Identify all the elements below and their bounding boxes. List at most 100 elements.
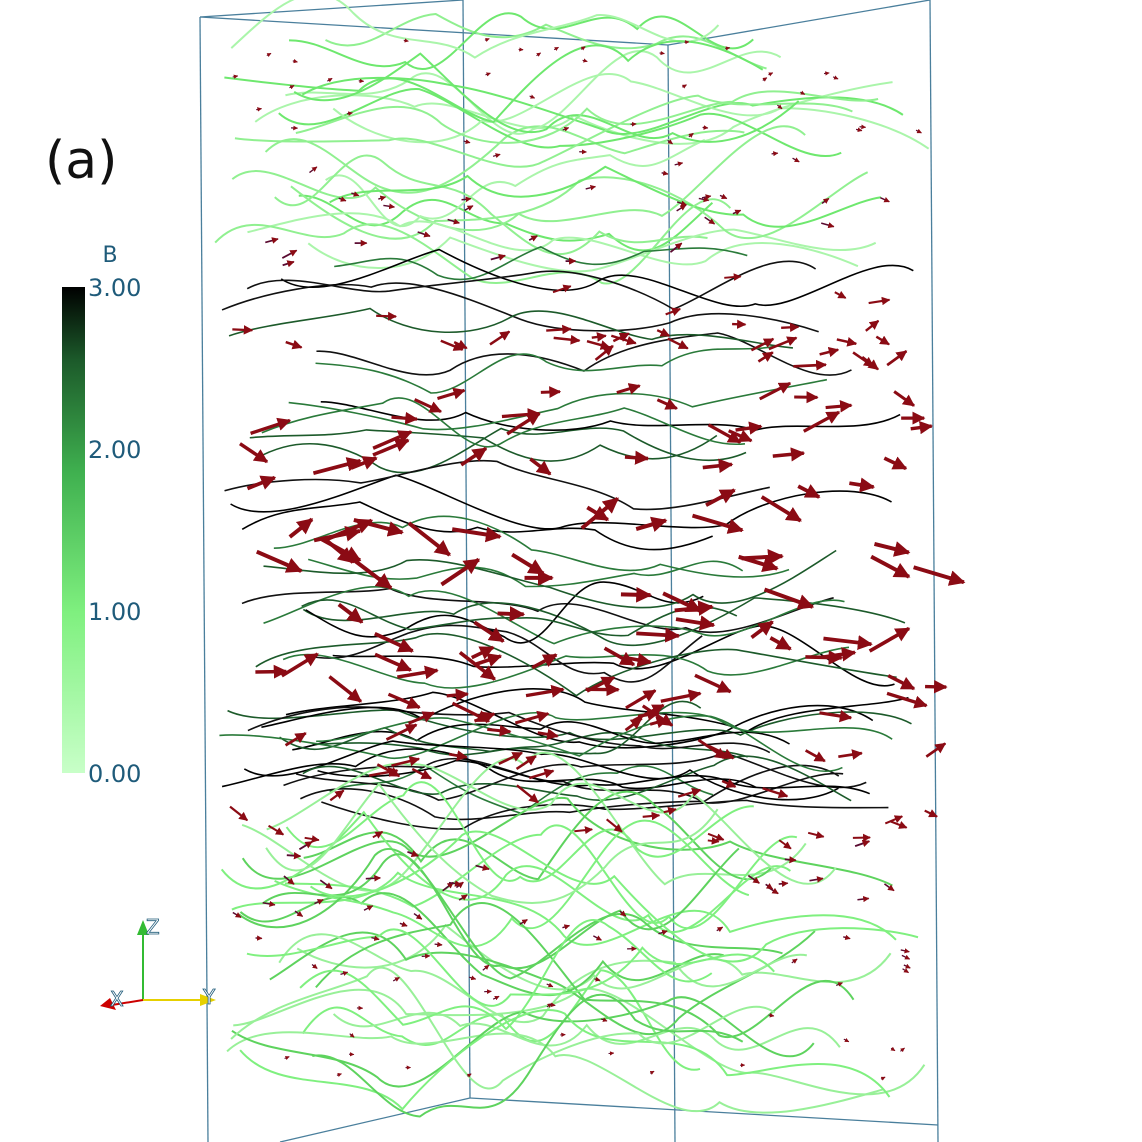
vector-arrow <box>915 128 922 134</box>
field-line <box>249 429 718 462</box>
vector-arrow <box>458 650 496 681</box>
vector-arrow <box>414 398 442 414</box>
vector-arrow <box>883 456 908 471</box>
vector-arrow <box>376 763 401 778</box>
vector-arrow <box>855 127 863 133</box>
vector-arrow <box>825 400 853 413</box>
vector-arrow <box>407 711 435 725</box>
vector-arrow <box>873 541 911 557</box>
vector-arrow <box>667 337 689 350</box>
vector-arrow <box>900 1047 905 1053</box>
vector-arrow <box>458 894 468 901</box>
vector-arrow <box>890 1046 896 1052</box>
vector-arrow <box>294 910 304 918</box>
vector-arrow <box>311 963 318 969</box>
vector-arrow <box>674 161 684 167</box>
vector-arrow <box>768 887 779 895</box>
field-line <box>231 871 897 946</box>
vector-arrow <box>677 787 702 798</box>
vector-arrow <box>823 635 873 651</box>
vector-arrow <box>440 557 481 587</box>
vector-arrow <box>374 652 413 672</box>
vector-arrow <box>304 835 320 843</box>
vector-arrow <box>562 924 571 930</box>
vector-arrow <box>768 336 798 351</box>
vector-arrow <box>313 525 362 543</box>
axes-triad: Z X Y <box>100 915 216 1011</box>
field-line <box>230 474 892 530</box>
colorbar-tick-label: 0.00 <box>88 760 141 788</box>
vector-arrow <box>383 203 395 210</box>
vector-arrow <box>925 742 947 758</box>
field-line <box>302 755 852 802</box>
field-line <box>329 165 882 228</box>
vector-arrow <box>372 438 410 457</box>
field-line <box>262 847 740 970</box>
vector-arrow <box>442 881 454 892</box>
field-line <box>282 646 850 689</box>
vector-arrow <box>821 222 835 229</box>
vector-arrow <box>256 107 262 112</box>
vector-arrow <box>870 554 911 579</box>
vector-arrow <box>591 332 607 342</box>
axis-label-x: X <box>110 987 124 1011</box>
vector-arrow <box>475 653 503 667</box>
vector-arrow <box>464 205 474 212</box>
vector-arrow <box>484 38 490 42</box>
field-line <box>274 819 750 948</box>
vector-arrow <box>289 85 295 90</box>
vector-arrow <box>910 421 934 435</box>
vector-arrow <box>903 963 911 969</box>
vector-arrow <box>605 818 623 833</box>
vector-arrow <box>286 852 302 860</box>
vector-arrow <box>487 724 512 737</box>
vector-arrow <box>372 830 384 839</box>
field-line <box>293 52 800 143</box>
field-line <box>301 76 904 135</box>
vector-arrow <box>585 185 596 191</box>
vector-arrow <box>667 139 673 145</box>
field-line <box>309 830 919 963</box>
field-line <box>285 781 754 883</box>
vector-arrow <box>514 710 550 725</box>
vector-arrow <box>562 127 570 132</box>
vector-arrow <box>490 253 506 261</box>
vector-arrow <box>232 911 242 919</box>
vector-arrow <box>669 242 683 253</box>
vector-arrow <box>900 948 910 954</box>
vector-arrow <box>407 850 419 858</box>
field-line <box>246 260 817 311</box>
vector-arrow <box>624 450 650 465</box>
field-line <box>312 731 748 758</box>
vector-arrow <box>854 839 871 848</box>
vector-arrow <box>875 335 890 346</box>
vector-arrow <box>391 411 419 425</box>
vector-arrow <box>399 921 408 927</box>
vector-arrow <box>707 423 742 444</box>
vector-arrow <box>612 332 630 343</box>
vector-arrow <box>411 767 432 780</box>
vector-arrow <box>725 46 731 51</box>
vector-arrow <box>884 815 904 825</box>
field-line <box>221 282 819 333</box>
vector-arrow <box>732 209 742 216</box>
field-line <box>285 691 874 749</box>
vector-arrow <box>765 882 774 890</box>
vector-arrow <box>338 196 347 202</box>
vector-arrow <box>724 273 742 281</box>
field-line <box>334 245 748 281</box>
vector-arrow <box>378 195 387 202</box>
vector-arrow <box>702 125 709 130</box>
field-line <box>241 587 834 634</box>
vector-arrow <box>349 1032 355 1038</box>
colorbar-gradient <box>62 287 85 773</box>
vector-arrow <box>327 77 333 83</box>
vector-arrow <box>525 684 565 698</box>
vector-arrow <box>351 191 360 197</box>
vector-arrow <box>824 71 830 76</box>
vector-arrow <box>340 971 349 976</box>
vector-arrow <box>925 680 948 694</box>
vector-arrow <box>255 549 303 573</box>
vector-arrow <box>880 1076 886 1081</box>
